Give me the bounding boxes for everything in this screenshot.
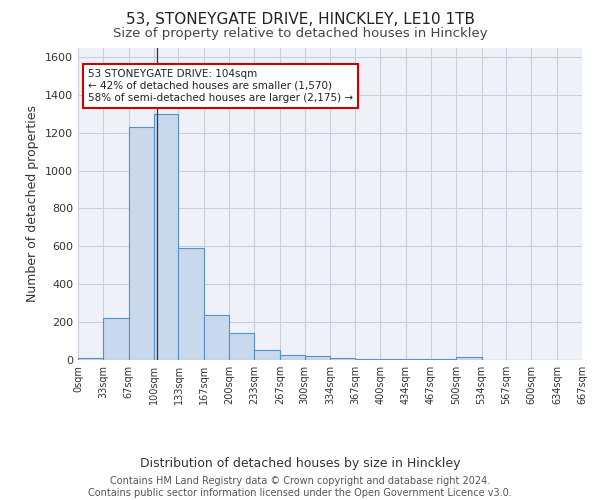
Text: 53 STONEYGATE DRIVE: 104sqm
← 42% of detached houses are smaller (1,570)
58% of : 53 STONEYGATE DRIVE: 104sqm ← 42% of det…	[88, 70, 353, 102]
Bar	[331, 358, 355, 360]
Text: Contains HM Land Registry data © Crown copyright and database right 2024.
Contai: Contains HM Land Registry data © Crown c…	[88, 476, 512, 498]
Text: Distribution of detached houses by size in Hinckley: Distribution of detached houses by size …	[140, 458, 460, 470]
Bar	[204, 314, 229, 360]
Y-axis label: Number of detached properties: Number of detached properties	[26, 106, 40, 302]
Text: Size of property relative to detached houses in Hinckley: Size of property relative to detached ho…	[113, 28, 487, 40]
Bar	[456, 357, 482, 360]
Bar	[406, 359, 431, 360]
Bar	[431, 359, 456, 360]
Bar	[178, 248, 204, 360]
Bar	[229, 334, 254, 360]
Text: 53, STONEYGATE DRIVE, HINCKLEY, LE10 1TB: 53, STONEYGATE DRIVE, HINCKLEY, LE10 1TB	[125, 12, 475, 28]
Bar	[78, 358, 103, 360]
Bar	[254, 350, 280, 360]
Bar	[128, 127, 154, 360]
Bar	[280, 356, 305, 360]
Bar	[305, 356, 331, 360]
Bar	[380, 359, 406, 360]
Bar	[355, 359, 380, 360]
Bar	[103, 318, 128, 360]
Bar	[154, 114, 178, 360]
